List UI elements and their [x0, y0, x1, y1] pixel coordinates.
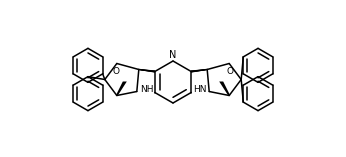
- Polygon shape: [219, 81, 230, 95]
- Text: HN: HN: [193, 85, 206, 94]
- Text: N: N: [169, 50, 177, 60]
- Text: NH: NH: [140, 85, 153, 94]
- Polygon shape: [116, 81, 127, 95]
- Text: O: O: [112, 67, 119, 76]
- Text: O: O: [227, 67, 234, 76]
